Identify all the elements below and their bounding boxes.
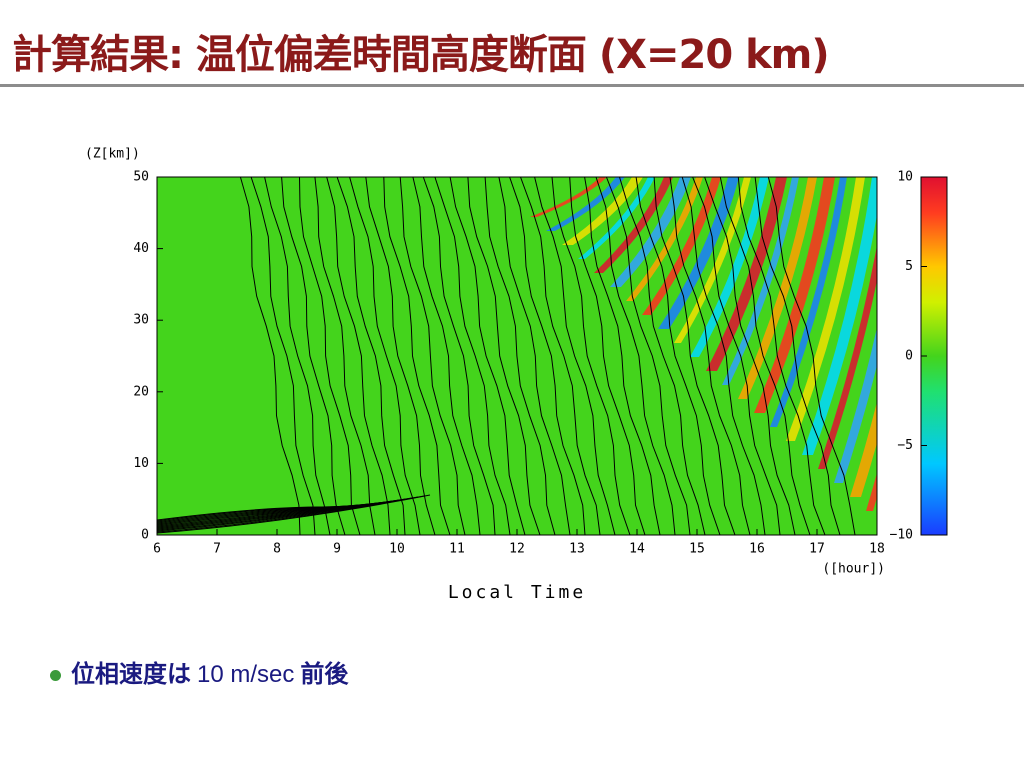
wave-band xyxy=(610,177,691,287)
contour-line xyxy=(520,177,601,535)
contour-line xyxy=(719,177,811,535)
contour-line xyxy=(383,177,451,535)
contour-line xyxy=(281,177,346,535)
contour-line xyxy=(422,177,496,535)
contour-line xyxy=(399,177,466,535)
contour-line xyxy=(737,177,826,535)
x-tick-label: 6 xyxy=(153,542,161,557)
wave-band xyxy=(866,472,877,511)
x-tick-label: 16 xyxy=(749,542,765,557)
contour-line xyxy=(157,506,353,521)
y-tick-label: 30 xyxy=(133,313,149,328)
contour-line xyxy=(250,177,316,535)
slide-title: 計算結果: 温位偏差時間高度断面 (X=20 km) xyxy=(12,32,830,78)
colorbar-tick-label: 5 xyxy=(905,259,913,274)
x-tick-label: 12 xyxy=(509,542,525,557)
contour-line xyxy=(605,177,691,535)
contour-line xyxy=(569,177,646,535)
wave-band xyxy=(530,177,607,217)
colorbar-tick-label: 10 xyxy=(897,170,913,185)
bullet-text: 10 m/sec xyxy=(197,661,295,688)
x-tick-label: 14 xyxy=(629,542,645,557)
x-tick-label: 9 xyxy=(333,542,341,557)
contour-line xyxy=(551,177,631,535)
wave-band xyxy=(850,402,877,497)
x-tick-label: 7 xyxy=(213,542,221,557)
y-tick-label: 10 xyxy=(133,456,149,471)
contour-line xyxy=(467,177,541,535)
wave-band xyxy=(690,177,769,357)
wave-band xyxy=(546,177,625,231)
x-tick-label: 11 xyxy=(449,542,465,557)
wave-band xyxy=(626,177,703,301)
x-tick-label: 17 xyxy=(809,542,825,557)
contour-line xyxy=(669,177,751,535)
wave-band xyxy=(594,177,673,273)
wave-band xyxy=(770,177,847,427)
title-rule xyxy=(0,84,1024,87)
wave-band xyxy=(786,177,865,441)
contour-line xyxy=(412,177,481,535)
contour-line xyxy=(365,177,436,535)
contour-line xyxy=(767,177,856,535)
wave-band xyxy=(706,177,787,371)
contour-line xyxy=(619,177,706,535)
y-tick-label: 50 xyxy=(133,170,149,185)
colorbar-tick-label: −10 xyxy=(890,528,913,543)
contour-line xyxy=(681,177,766,535)
x-tick-label: 15 xyxy=(689,542,705,557)
contour-line xyxy=(484,177,556,535)
contour-line xyxy=(704,177,796,535)
field xyxy=(157,177,877,535)
x-tick-label: 13 xyxy=(569,542,585,557)
contour-line xyxy=(692,177,781,535)
contour-line xyxy=(434,177,511,535)
contour-line xyxy=(509,177,586,535)
contour-line xyxy=(299,177,361,535)
colorbar-tick-label: 0 xyxy=(905,349,913,364)
contour-line xyxy=(336,177,406,535)
wave-band xyxy=(722,177,799,385)
contour-line xyxy=(157,506,359,522)
x-tick-label: 8 xyxy=(273,542,281,557)
colorbar-tick-label: −5 xyxy=(897,438,913,453)
contour-line xyxy=(314,177,376,535)
bullet-text: 位相速度は xyxy=(71,660,191,688)
contour-line xyxy=(584,177,661,535)
x-tick-label: 18 xyxy=(869,542,885,557)
contour-line xyxy=(349,177,421,535)
wave-band xyxy=(802,177,877,455)
bullet-dot xyxy=(50,669,61,681)
y-tick-label: 20 xyxy=(133,384,149,399)
contour-line xyxy=(239,177,301,535)
contour-line xyxy=(264,177,331,535)
contour-line xyxy=(653,177,736,535)
wave-band xyxy=(642,177,721,315)
y-tick-label: 0 xyxy=(141,528,149,543)
bullet: 位相速度は 10 m/sec 前後 xyxy=(50,654,348,689)
wave-band xyxy=(738,177,817,399)
contour-line xyxy=(754,177,841,535)
wave-band xyxy=(674,177,751,343)
contour-line xyxy=(595,177,676,535)
bullet-text: 前後 xyxy=(300,660,349,688)
wave-band xyxy=(578,177,655,259)
x-axis-label: Local Time xyxy=(448,582,586,603)
wave-band xyxy=(562,177,643,245)
contour-line xyxy=(326,177,391,535)
contour-line xyxy=(635,177,721,535)
y-tick-label: 40 xyxy=(133,241,149,256)
wave-band xyxy=(754,177,835,413)
figure: (Z[km]) Local Time ([hour]) 6 7 8 9 10 11 12 13… xyxy=(85,147,948,603)
contour-line xyxy=(534,177,616,535)
x-tick-label: 10 xyxy=(389,542,405,557)
contour-line xyxy=(498,177,571,535)
contour-line xyxy=(449,177,526,535)
x-axis-unit: ([hour]) xyxy=(822,562,885,577)
y-axis-label: (Z[km]) xyxy=(85,147,140,162)
